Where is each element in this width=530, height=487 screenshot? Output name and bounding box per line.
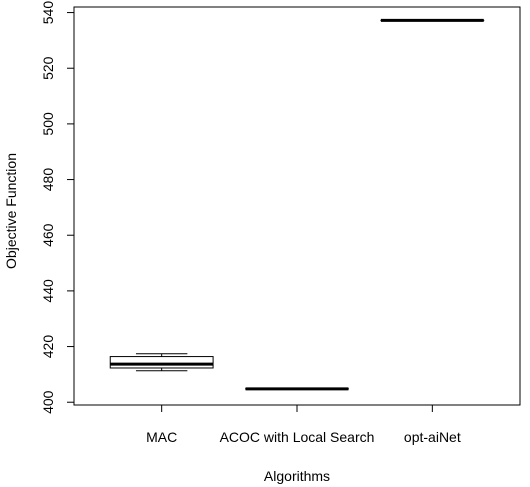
y-tick-label: 400 bbox=[40, 390, 56, 414]
x-tick-label: MAC bbox=[146, 429, 177, 445]
y-tick-label: 480 bbox=[40, 168, 56, 192]
y-tick-label: 520 bbox=[40, 56, 56, 80]
y-axis-label: Objective Function bbox=[3, 153, 19, 269]
x-tick-label: opt-aiNet bbox=[404, 429, 461, 445]
y-tick-label: 440 bbox=[40, 279, 56, 303]
box-0 bbox=[109, 353, 214, 372]
y-tick-label: 420 bbox=[40, 335, 56, 359]
y-axis: 400 420 440 460 480 500 520 540 bbox=[40, 1, 74, 414]
box-series bbox=[109, 18, 485, 391]
x-axis: MAC ACOC with Local Search opt-aiNet bbox=[146, 405, 461, 445]
y-tick-label: 500 bbox=[40, 112, 56, 136]
y-tick-label: 460 bbox=[40, 223, 56, 247]
x-tick-label: ACOC with Local Search bbox=[220, 429, 375, 445]
x-axis-label: Algorithms bbox=[264, 468, 330, 484]
box-iqr bbox=[109, 356, 214, 369]
y-tick-label: 540 bbox=[40, 1, 56, 25]
